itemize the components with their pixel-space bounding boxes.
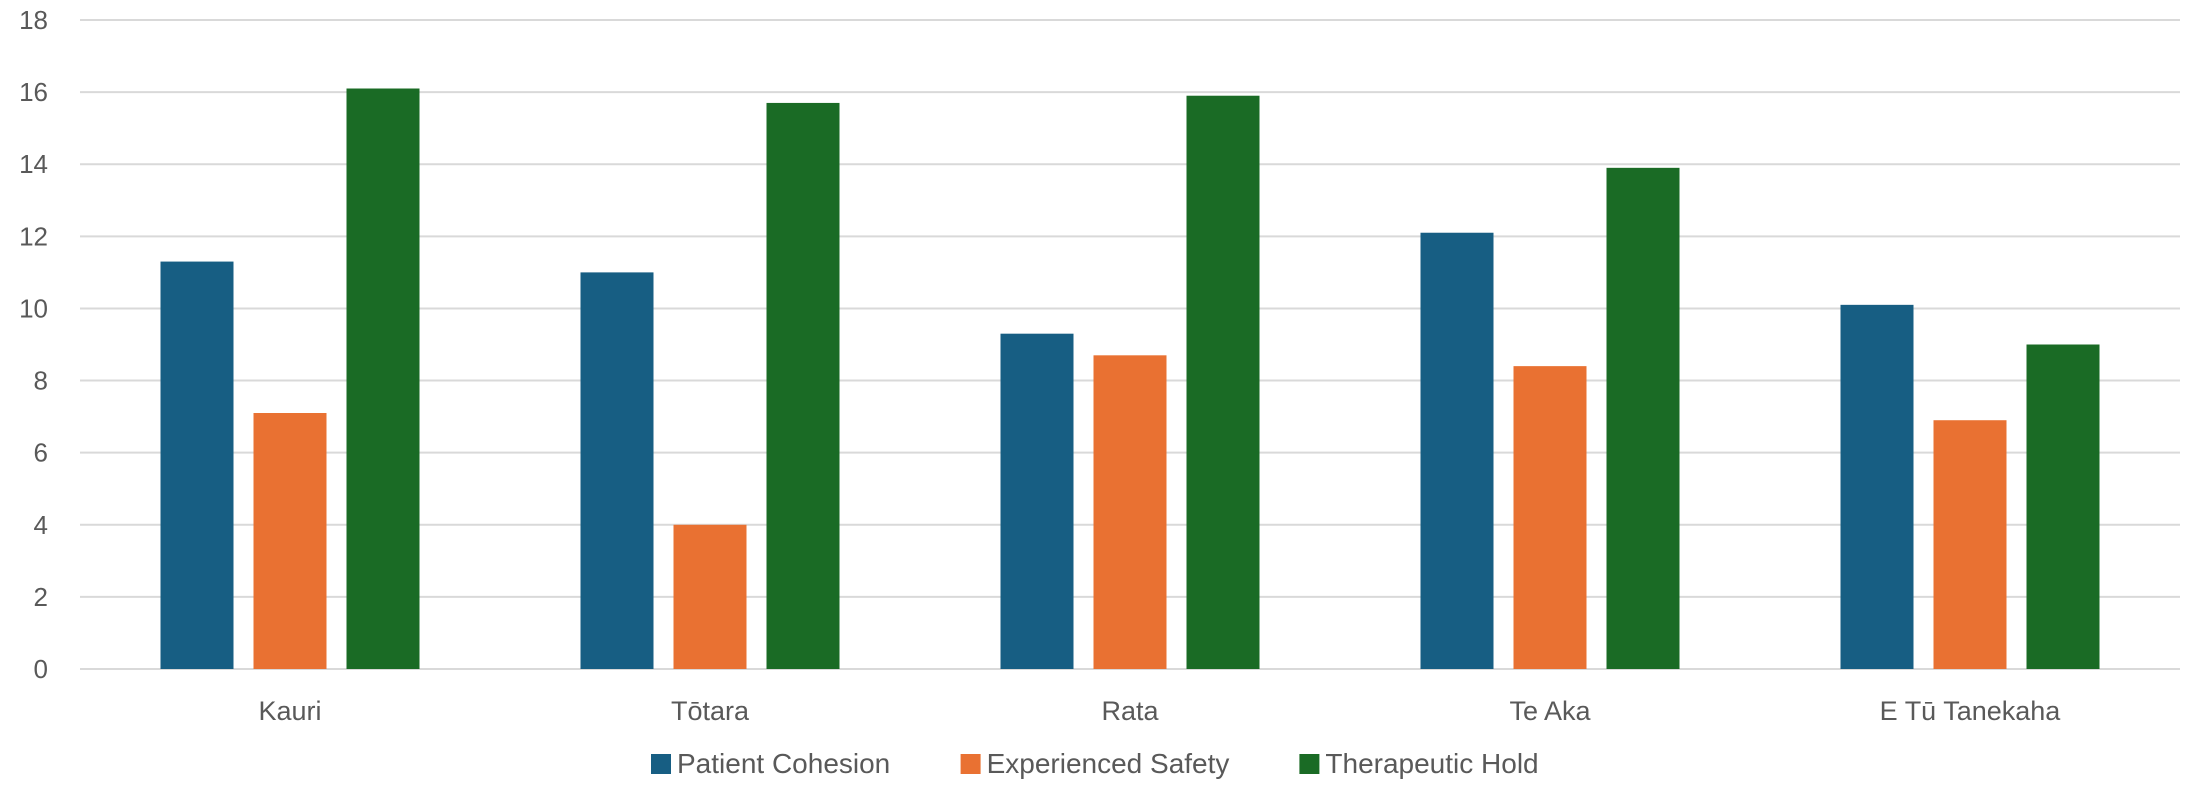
x-category-label: Tōtara (671, 696, 750, 726)
bar-patient-cohesion-4 (1420, 232, 1494, 669)
bar-experienced-safety-3 (1093, 355, 1167, 669)
bar-patient-cohesion-5 (1840, 304, 1914, 669)
y-tick-label: 6 (34, 438, 48, 468)
y-tick-label: 14 (19, 149, 48, 179)
legend-item: Patient Cohesion (651, 748, 890, 779)
x-category-label: E Tū Tanekaha (1880, 696, 2062, 726)
y-tick-label: 4 (34, 510, 48, 540)
bar-experienced-safety-2 (673, 524, 747, 669)
x-category-label: Te Aka (1509, 696, 1591, 726)
bar-experienced-safety-1 (253, 413, 327, 669)
legend-swatch (960, 754, 981, 774)
legend-item: Therapeutic Hold (1299, 748, 1539, 779)
bar-patient-cohesion-3 (1000, 333, 1074, 669)
bar-therapeutic-hold-4 (1606, 167, 1680, 670)
bar-therapeutic-hold-1 (346, 88, 420, 669)
x-category-label: Rata (1101, 696, 1159, 726)
bar-experienced-safety-4 (1513, 366, 1587, 669)
legend-label: Therapeutic Hold (1325, 748, 1538, 779)
legend-label: Experienced Safety (987, 748, 1230, 779)
bars (160, 88, 2100, 670)
legend-label: Patient Cohesion (677, 748, 890, 779)
y-tick-label: 8 (34, 366, 48, 396)
y-tick-label: 10 (19, 293, 48, 323)
legend-item: Experienced Safety (960, 748, 1230, 779)
y-tick-label: 12 (19, 221, 48, 251)
y-tick-label: 18 (19, 5, 48, 35)
y-tick-label: 16 (19, 77, 48, 107)
bar-therapeutic-hold-5 (2026, 344, 2100, 669)
x-axis-category-labels: Kauri Tōtara Rata Te Aka E Tū Tanekaha (258, 696, 2061, 726)
bar-patient-cohesion-2 (580, 272, 654, 669)
y-axis-tick-labels: 0 2 4 6 8 10 12 14 16 18 (19, 5, 48, 684)
legend-swatch (651, 754, 671, 774)
legend: Patient Cohesion Experienced Safety Therap… (651, 748, 1539, 779)
y-tick-label: 0 (34, 654, 48, 684)
legend-swatch (1299, 754, 1320, 774)
y-tick-label: 2 (34, 582, 48, 612)
x-category-label: Kauri (258, 696, 321, 726)
bar-therapeutic-hold-2 (766, 102, 840, 669)
bar-therapeutic-hold-3 (1186, 95, 1260, 669)
bar-experienced-safety-5 (1933, 420, 2007, 669)
bar-patient-cohesion-1 (160, 261, 234, 669)
